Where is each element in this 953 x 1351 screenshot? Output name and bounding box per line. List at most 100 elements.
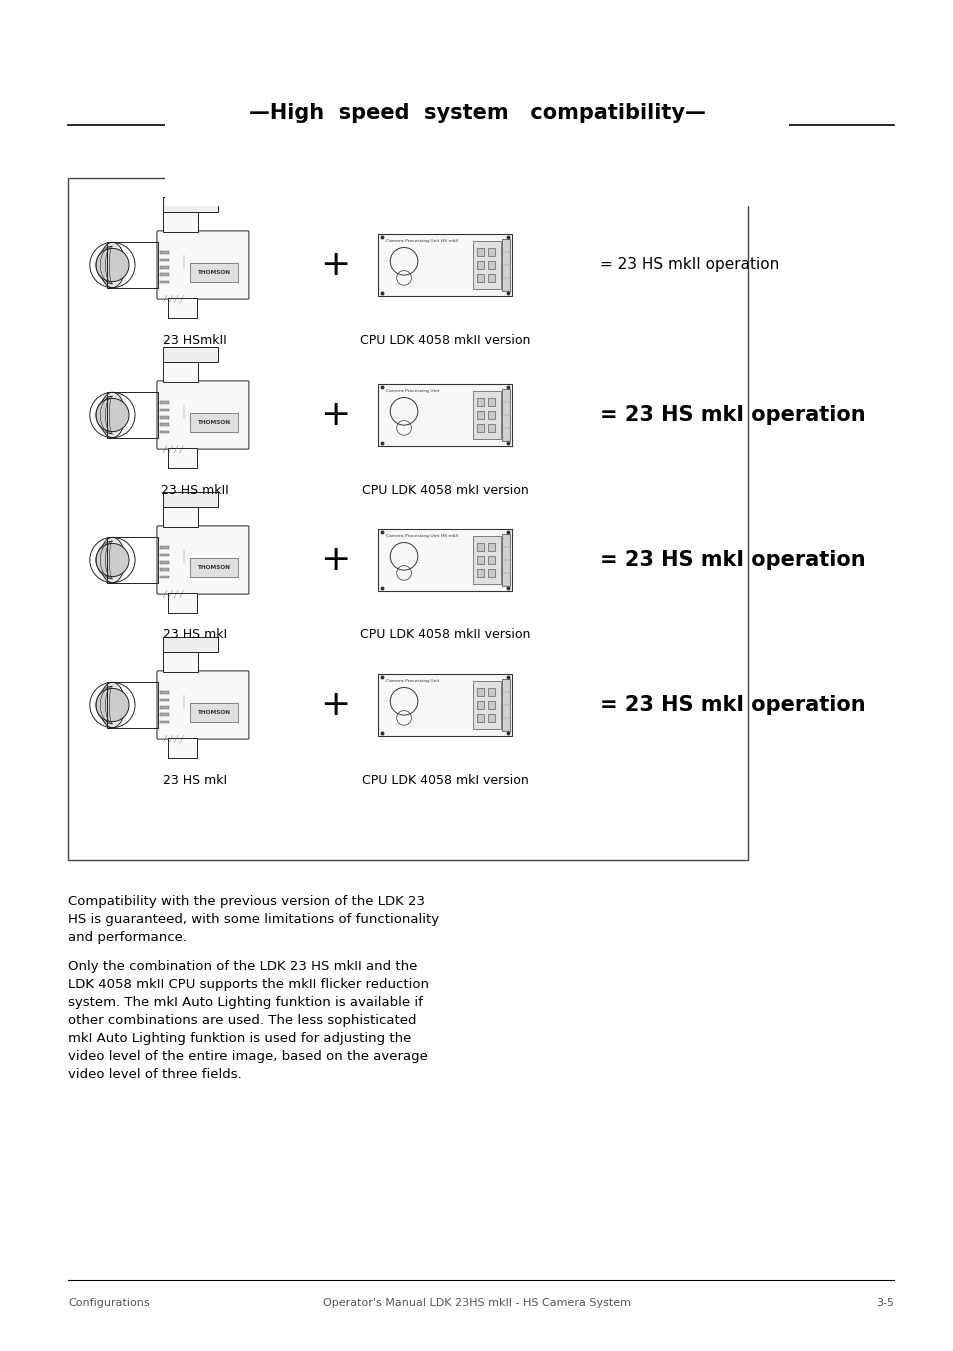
Text: —High  speed  system   compatibility—: —High speed system compatibility—	[249, 103, 704, 123]
Bar	[487, 557, 495, 563]
Bar	[378, 234, 511, 296]
Bar	[476, 543, 483, 551]
Text: THOMSON: THOMSON	[197, 709, 230, 715]
Bar	[160, 431, 169, 434]
Bar	[487, 399, 495, 405]
Text: CPU LDK 4058 mkII version: CPU LDK 4058 mkII version	[359, 334, 530, 346]
Bar	[160, 561, 169, 563]
Bar	[160, 273, 169, 276]
Text: Configurations: Configurations	[68, 1298, 150, 1308]
Bar	[160, 408, 169, 411]
Bar	[163, 212, 198, 232]
Bar	[476, 557, 483, 563]
Bar	[476, 701, 483, 709]
Bar	[162, 197, 217, 212]
Bar	[160, 423, 169, 426]
Ellipse shape	[100, 538, 125, 582]
Bar	[476, 569, 483, 577]
Bar	[487, 715, 495, 721]
Bar	[68, 178, 747, 861]
Bar	[168, 593, 197, 613]
Bar	[473, 681, 500, 730]
Bar	[190, 413, 237, 431]
Bar	[160, 720, 169, 723]
Bar	[476, 411, 483, 419]
Bar	[502, 534, 509, 586]
Text: Compatibility with the previous version of the LDK 23
HS is guaranteed, with som: Compatibility with the previous version …	[68, 894, 438, 944]
Bar	[487, 543, 495, 551]
Bar	[378, 674, 511, 736]
Bar	[476, 689, 483, 696]
Bar	[160, 569, 169, 571]
Bar	[487, 424, 495, 431]
Bar	[163, 362, 198, 382]
Text: CPU LDK 4058 mkI version: CPU LDK 4058 mkI version	[361, 774, 528, 786]
Bar	[108, 682, 158, 728]
Bar	[476, 249, 483, 255]
Text: CPU LDK 4058 mkII version: CPU LDK 4058 mkII version	[359, 628, 530, 642]
Bar	[473, 536, 500, 584]
Text: 23 HS mkI: 23 HS mkI	[163, 774, 227, 786]
Bar	[160, 281, 169, 284]
Bar	[487, 411, 495, 419]
Bar	[190, 263, 237, 281]
FancyBboxPatch shape	[157, 231, 249, 299]
Bar	[168, 449, 197, 469]
Bar	[160, 251, 169, 254]
Circle shape	[95, 249, 129, 281]
Text: +: +	[319, 249, 350, 282]
Bar	[168, 299, 197, 319]
Bar	[160, 416, 169, 419]
Bar	[487, 689, 495, 696]
Bar	[473, 240, 500, 289]
Text: Camera Processing Unit HS mkll: Camera Processing Unit HS mkll	[385, 534, 457, 538]
Ellipse shape	[100, 392, 125, 438]
Bar	[502, 239, 509, 290]
Bar	[160, 258, 169, 261]
Bar	[162, 492, 217, 507]
Text: 23 HS mkII: 23 HS mkII	[161, 484, 229, 497]
Text: Operator's Manual LDK 23HS mkII - HS Camera System: Operator's Manual LDK 23HS mkII - HS Cam…	[323, 1298, 630, 1308]
Bar	[502, 389, 509, 440]
Bar	[163, 651, 198, 671]
Bar	[160, 266, 169, 269]
Bar	[108, 538, 158, 582]
Bar	[108, 242, 158, 288]
Bar	[502, 680, 509, 731]
Text: 3-5: 3-5	[875, 1298, 893, 1308]
Bar	[378, 528, 511, 592]
Bar	[168, 738, 197, 758]
Text: CPU LDK 4058 mkI version: CPU LDK 4058 mkI version	[361, 484, 528, 497]
Bar	[476, 715, 483, 721]
Text: = 23 HS mkI operation: = 23 HS mkI operation	[599, 405, 864, 426]
Text: = 23 HS mkI operation: = 23 HS mkI operation	[599, 694, 864, 715]
Bar	[160, 692, 169, 694]
Bar	[487, 569, 495, 577]
Circle shape	[95, 543, 129, 577]
Bar	[160, 713, 169, 716]
Bar	[473, 390, 500, 439]
Bar	[190, 703, 237, 721]
Text: Only the combination of the LDK 23 HS mkII and the
LDK 4058 mkII CPU supports th: Only the combination of the LDK 23 HS mk…	[68, 961, 429, 1081]
Bar	[160, 698, 169, 701]
Text: +: +	[319, 688, 350, 721]
Text: Camera Processing Unit HS mkll: Camera Processing Unit HS mkll	[385, 239, 457, 243]
Bar	[378, 384, 511, 446]
Bar	[162, 636, 217, 651]
Bar	[160, 576, 169, 578]
Bar	[487, 261, 495, 269]
Bar	[476, 399, 483, 405]
Text: = 23 HS mkII operation: = 23 HS mkII operation	[599, 258, 779, 273]
Bar	[190, 558, 237, 577]
Text: +: +	[319, 399, 350, 432]
Bar	[476, 424, 483, 431]
Text: 23 HSmkII: 23 HSmkII	[163, 334, 227, 346]
Circle shape	[95, 689, 129, 721]
Bar	[476, 274, 483, 281]
Ellipse shape	[100, 242, 125, 288]
Bar	[163, 507, 198, 527]
Text: THOMSON: THOMSON	[197, 420, 230, 424]
Text: Camera Processing Unit: Camera Processing Unit	[385, 389, 438, 393]
Bar	[160, 546, 169, 549]
Bar	[487, 701, 495, 709]
